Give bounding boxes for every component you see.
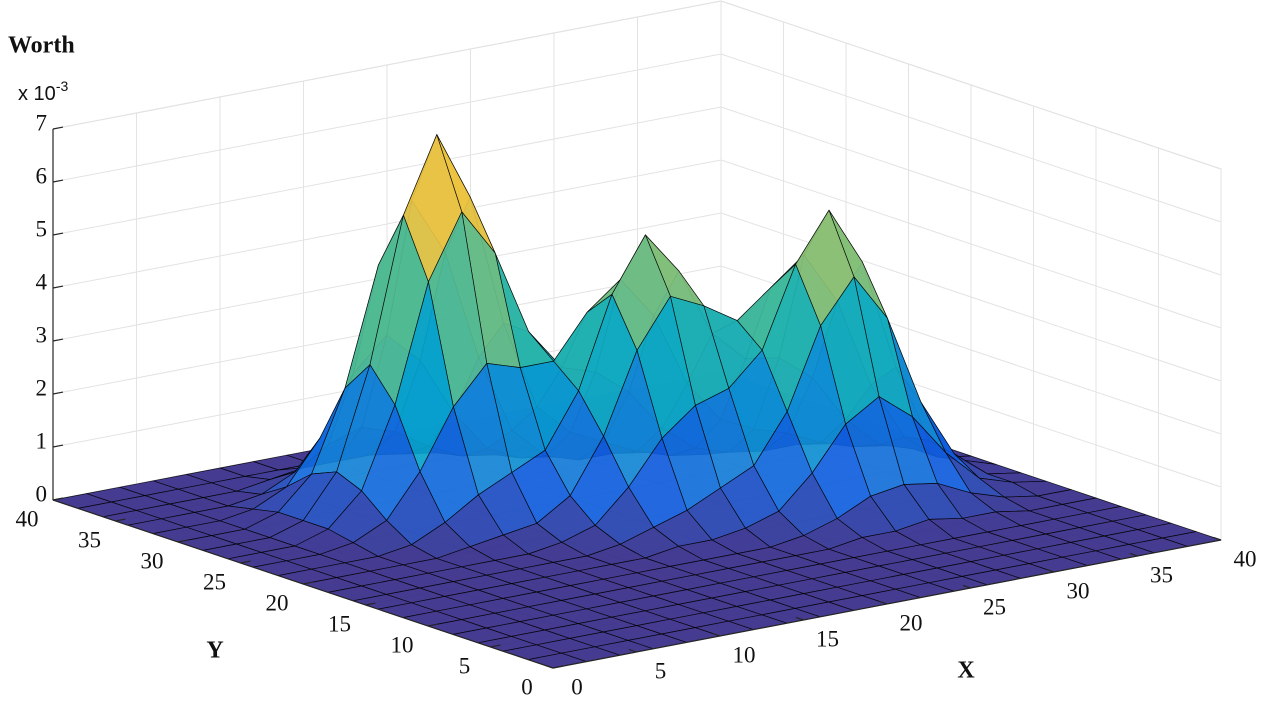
- x-tick: [628, 648, 637, 653]
- z-tick-label: 7: [36, 110, 48, 135]
- y-tick: [552, 665, 564, 669]
- y-tick: [427, 623, 439, 627]
- y-tick: [115, 518, 126, 522]
- x-tick-label: 30: [1067, 578, 1090, 603]
- z-axis-label: Worth: [8, 33, 75, 59]
- y-axis-label: Y: [206, 638, 223, 664]
- x-tick: [1046, 568, 1055, 573]
- z-tick-label: 1: [36, 428, 48, 453]
- x-tick: [879, 600, 888, 605]
- y-tick-label: 40: [16, 506, 39, 531]
- z-tick: [52, 179, 64, 183]
- y-tick-label: 25: [203, 569, 226, 594]
- y-tick: [302, 581, 314, 585]
- z-tick: [52, 232, 64, 236]
- x-tick-label: 10: [733, 642, 756, 667]
- x-tick-label: 40: [1234, 546, 1257, 571]
- x-tick: [1213, 536, 1222, 541]
- y-tick-label: 0: [521, 674, 533, 699]
- x-tick: [795, 616, 804, 621]
- z-tick-label: 0: [36, 481, 48, 506]
- z-tick-label: 6: [36, 163, 48, 188]
- x-tick-label: 25: [983, 594, 1006, 619]
- x-tick-label: 0: [571, 674, 583, 699]
- z-tick-label: 4: [36, 269, 48, 294]
- x-tick: [545, 664, 554, 669]
- y-tick-label: 20: [266, 590, 289, 615]
- z-tick-label: 5: [36, 216, 48, 241]
- z-scale-base: x 10: [18, 83, 56, 105]
- x-tick: [1129, 552, 1138, 557]
- surface: [52, 134, 1222, 669]
- y-tick-label: 10: [391, 632, 414, 657]
- y-tick: [177, 539, 189, 543]
- y-tick-label: 35: [78, 527, 101, 552]
- y-tick: [52, 497, 64, 501]
- y-tick: [490, 644, 501, 648]
- x-axis-label: X: [957, 658, 975, 684]
- x-tick: [712, 632, 721, 637]
- z-tick: [52, 285, 64, 289]
- z-tick: [52, 338, 64, 342]
- z-scale-power: -3: [56, 78, 69, 94]
- z-tick: [52, 391, 64, 395]
- x-tick-label: 35: [1150, 562, 1173, 587]
- x-tick-label: 5: [655, 658, 667, 683]
- y-tick-label: 15: [328, 611, 351, 636]
- y-tick: [365, 602, 376, 606]
- y-tick: [240, 560, 251, 564]
- z-scale-label: x 10-3: [18, 78, 68, 105]
- z-tick: [52, 126, 64, 130]
- y-tick-label: 5: [459, 653, 471, 678]
- x-tick-label: 15: [816, 626, 839, 651]
- z-tick-label: 3: [36, 322, 48, 347]
- x-tick-label: 20: [900, 610, 923, 635]
- y-tick-label: 30: [141, 548, 164, 573]
- x-tick: [962, 584, 971, 589]
- z-tick: [52, 444, 64, 448]
- z-tick-label: 2: [36, 375, 48, 400]
